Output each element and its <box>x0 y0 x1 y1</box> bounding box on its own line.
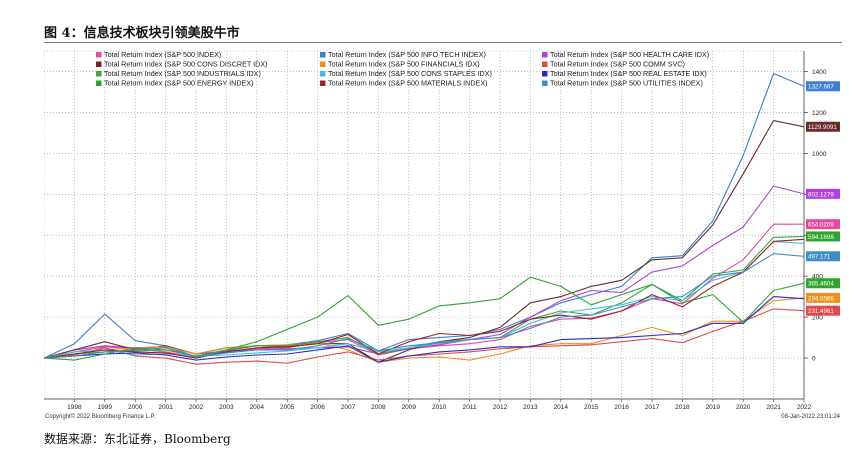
legend-label-2: Total Return Index (S&P 500 INFO TECH IN… <box>328 50 486 59</box>
x-tick-label: 2022 <box>797 404 812 411</box>
y-tick-label: 1000 <box>812 151 827 158</box>
series-line-6 <box>44 308 805 365</box>
end-label-bg-8 <box>806 292 840 303</box>
x-tick-label: 1998 <box>67 404 82 411</box>
end-label-8: 294.0566 <box>808 295 834 302</box>
legend-label-1: Total Return Index (S&P 500 INDEX) <box>104 50 221 59</box>
x-tick-label: 2002 <box>189 404 204 411</box>
end-label-6: 497.171 <box>808 254 831 261</box>
end-label-bg-2 <box>806 121 840 132</box>
end-label-3: 802.1279 <box>808 191 834 198</box>
x-tick-label: 2006 <box>310 404 325 411</box>
x-tick-label: 1999 <box>98 404 113 411</box>
end-label-2: 1129.9091 <box>808 124 837 131</box>
x-tick-label: 2013 <box>523 404 538 411</box>
series-line-12 <box>44 253 805 359</box>
x-tick-label: 2011 <box>463 404 477 411</box>
x-tick-label: 2020 <box>736 404 751 411</box>
y-tick-label: 1200 <box>812 110 827 117</box>
legend-swatch-6 <box>542 61 548 67</box>
legend-label-10: Total Return Index (S&P 500 ENERGY INDEX… <box>104 79 254 88</box>
legend-swatch-10 <box>96 80 102 86</box>
end-label-bg-1 <box>806 81 840 92</box>
figure-source: 数据来源：东北证券，Bloomberg <box>44 432 231 446</box>
end-label-bg-5 <box>806 231 840 242</box>
legend-swatch-12 <box>542 80 548 86</box>
end-label-bg-6 <box>806 251 840 262</box>
legend-label-8: Total Return Index (S&P 500 CONS STAPLES… <box>328 69 492 78</box>
legend: Total Return Index (S&P 500 INDEX) Total … <box>96 50 709 88</box>
x-tick-label: 2007 <box>341 404 356 411</box>
legend-swatch-2 <box>320 52 326 58</box>
x-tick-label: 2003 <box>219 404 234 411</box>
legend-swatch-7 <box>96 71 102 77</box>
legend-swatch-9 <box>542 71 548 77</box>
x-tick-label: 2005 <box>280 404 295 411</box>
y-tick-label: 1400 <box>812 69 827 76</box>
copyright-note: Copyright© 2022 Bloomberg Finance L.P. <box>45 413 156 420</box>
end-label-bg-9 <box>806 305 840 316</box>
y-tick-label: 400 <box>812 274 823 281</box>
legend-swatch-4 <box>96 61 102 67</box>
legend-swatch-1 <box>96 52 102 58</box>
x-tick-label: 2015 <box>584 404 599 411</box>
legend-label-3: Total Return Index (S&P 500 HEALTH CARE … <box>550 50 709 59</box>
end-label-9: 231.4961 <box>808 308 834 315</box>
legend-label-6: Total Return Index (S&P 500 COMM SVC) <box>550 60 685 69</box>
legend-label-5: Total Return Index (S&P 500 FINANCIALS I… <box>328 60 480 69</box>
legend-label-4: Total Return Index (S&P 500 CONS DISCRET… <box>104 60 268 69</box>
x-tick-label: 2008 <box>371 404 386 411</box>
legend-swatch-8 <box>320 71 326 77</box>
x-axis: 1998 1999 2000 2001 2002 2003 2004 2005 2006 2007… <box>44 398 812 411</box>
legend-label-7: Total Return Index (S&P 500 INDUSTRIALS … <box>104 69 261 78</box>
line-chart: 0200400600800100012001400 19981999200020… <box>44 47 842 425</box>
x-tick-label: 2014 <box>554 404 569 411</box>
y-tick-label: 0 <box>812 356 816 363</box>
x-tick-label: 2010 <box>432 404 447 411</box>
x-tick-label: 2019 <box>706 404 721 411</box>
end-value-labels: 1327.667 1129.9091 802.1279 654.0209 594.169… <box>806 81 840 316</box>
end-label-7: 365.4604 <box>808 281 834 288</box>
timestamp: 08-Jan-2022 23:01:24 <box>781 414 840 420</box>
title-rule <box>44 42 842 43</box>
end-label-bg-7 <box>806 278 840 289</box>
legend-swatch-11 <box>320 80 326 86</box>
end-label-bg-3 <box>806 188 840 199</box>
end-label-bg-4 <box>806 219 840 230</box>
series-line-9 <box>44 296 805 363</box>
end-label-1: 1327.667 <box>808 84 834 91</box>
legend-label-11: Total Return Index (S&P 500 MATERIALS IN… <box>328 79 488 88</box>
x-tick-label: 2000 <box>128 404 143 411</box>
x-tick-label: 2004 <box>250 404 265 411</box>
figure-title: 图 4：信息技术板块引领美股牛市 <box>44 26 240 41</box>
x-tick-label: 2017 <box>645 404 660 411</box>
x-tick-label: 2016 <box>614 404 629 411</box>
end-label-5: 594.1696 <box>808 234 834 241</box>
x-tick-label: 2009 <box>402 404 417 411</box>
legend-swatch-5 <box>320 61 326 67</box>
series-line-10 <box>44 276 805 361</box>
legend-label-12: Total Return Index (S&P 500 UTILITIES IN… <box>550 79 703 88</box>
series-line-11 <box>44 238 805 359</box>
x-tick-label: 2001 <box>158 404 173 411</box>
y-tick-label: 200 <box>812 315 823 322</box>
series-lines <box>44 72 805 365</box>
x-tick-label: 2018 <box>675 404 690 411</box>
x-tick-label: 2021 <box>766 404 781 411</box>
end-label-4: 654.0209 <box>808 222 834 229</box>
x-tick-label: 2012 <box>493 404 508 411</box>
legend-swatch-3 <box>542 52 548 58</box>
legend-label-9: Total Return Index (S&P 500 REAL ESTATE … <box>550 69 707 78</box>
